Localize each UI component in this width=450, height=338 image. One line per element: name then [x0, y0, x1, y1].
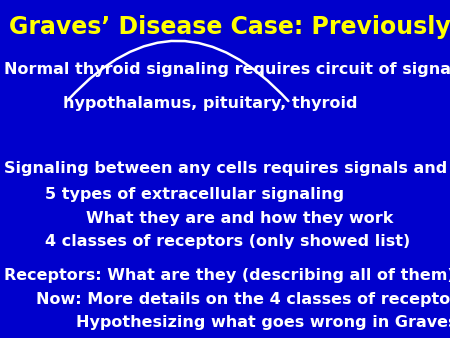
Text: Graves’ Disease Case: Previously: Graves’ Disease Case: Previously	[9, 15, 450, 39]
Text: Receptors: What are they (describing all of them): Receptors: What are they (describing all…	[4, 268, 450, 283]
Text: Normal thyroid signaling requires circuit of signaling:: Normal thyroid signaling requires circui…	[4, 62, 450, 77]
Text: What they are and how they work: What they are and how they work	[86, 211, 393, 225]
Text: Now: More details on the 4 classes of receptors: Now: More details on the 4 classes of re…	[36, 292, 450, 307]
FancyArrowPatch shape	[69, 41, 288, 101]
Text: Hypothesizing what goes wrong in Graves’: Hypothesizing what goes wrong in Graves’	[76, 315, 450, 330]
Text: hypothalamus, pituitary, thyroid: hypothalamus, pituitary, thyroid	[63, 96, 357, 111]
Text: 5 types of extracellular signaling: 5 types of extracellular signaling	[45, 187, 344, 202]
Text: Signaling between any cells requires signals and receptors: Signaling between any cells requires sig…	[4, 162, 450, 176]
Text: 4 classes of receptors (only showed list): 4 classes of receptors (only showed list…	[45, 234, 410, 249]
